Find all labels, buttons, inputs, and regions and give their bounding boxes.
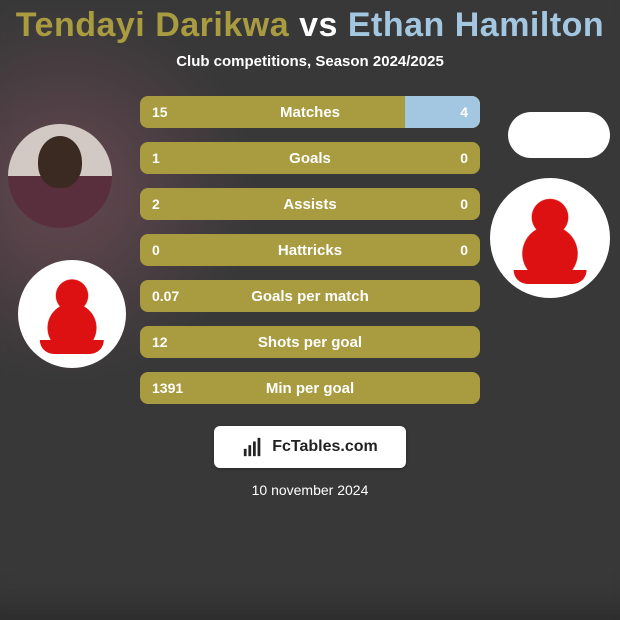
- stat-label: Goals per match: [140, 288, 480, 305]
- stat-value-player2: 4: [460, 104, 468, 120]
- stat-row: 15Matches4: [140, 96, 480, 128]
- stat-value-player2: 0: [460, 150, 468, 166]
- stat-row: 0Hattricks0: [140, 234, 480, 266]
- brand-badge: FcTables.com: [214, 426, 406, 468]
- chart-icon: [242, 436, 264, 458]
- stat-row: 12Shots per goal: [140, 326, 480, 358]
- player1-avatar: [8, 124, 112, 228]
- brand-text: FcTables.com: [272, 438, 378, 456]
- stat-row: 2Assists0: [140, 188, 480, 220]
- title-vs: vs: [299, 6, 338, 44]
- title-player1: Tendayi Darikwa: [16, 6, 289, 44]
- comparison-card: Tendayi Darikwa vs Ethan Hamilton Club c…: [0, 0, 620, 580]
- stat-row: 0.07Goals per match: [140, 280, 480, 312]
- stat-label: Shots per goal: [140, 334, 480, 351]
- stat-value-player2: 0: [460, 196, 468, 212]
- stat-row: 1391Min per goal: [140, 372, 480, 404]
- date-text: 10 november 2024: [252, 482, 369, 498]
- page-title: Tendayi Darikwa vs Ethan Hamilton: [16, 6, 604, 45]
- stat-value-player2: 0: [460, 242, 468, 258]
- stat-label: Assists: [140, 196, 480, 213]
- stat-label: Hattricks: [140, 242, 480, 259]
- player2-avatar: [508, 112, 610, 158]
- stat-label: Matches: [140, 104, 480, 121]
- stat-label: Goals: [140, 150, 480, 167]
- player2-club-crest: [490, 178, 610, 298]
- title-player2: Ethan Hamilton: [348, 6, 604, 44]
- subtitle: Club competitions, Season 2024/2025: [176, 53, 444, 70]
- stat-row: 1Goals0: [140, 142, 480, 174]
- stats-bars: 15Matches41Goals02Assists00Hattricks00.0…: [140, 96, 480, 404]
- player1-club-crest: [18, 260, 126, 368]
- stat-label: Min per goal: [140, 380, 480, 397]
